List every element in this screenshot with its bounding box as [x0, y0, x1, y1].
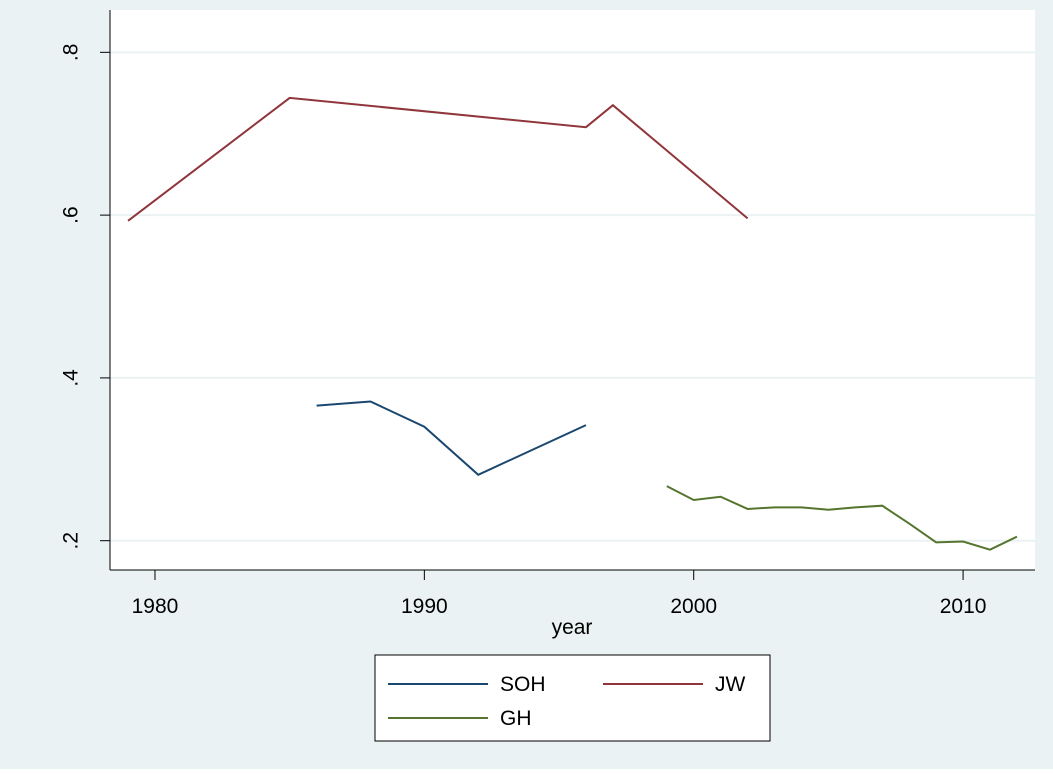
- x-tick-label: 2000: [670, 595, 717, 618]
- legend-label: JW: [715, 673, 746, 696]
- series-line: [666, 485, 1018, 551]
- legend: [374, 654, 771, 742]
- plot-area: [110, 10, 1035, 570]
- series-line: [316, 400, 587, 476]
- y-tick-label: .6: [60, 206, 83, 224]
- legend-label: SOH: [500, 673, 546, 696]
- x-tick-label: 1980: [132, 595, 179, 618]
- series-line: [127, 96, 749, 222]
- y-tick-label: .2: [60, 532, 83, 550]
- y-tick-label: .8: [60, 44, 83, 62]
- x-tick-label: 1990: [401, 595, 448, 618]
- x-axis-label: year: [552, 616, 593, 639]
- legend-label: GH: [500, 707, 532, 730]
- y-tick-label: .4: [60, 369, 83, 387]
- x-tick-label: 2010: [940, 595, 987, 618]
